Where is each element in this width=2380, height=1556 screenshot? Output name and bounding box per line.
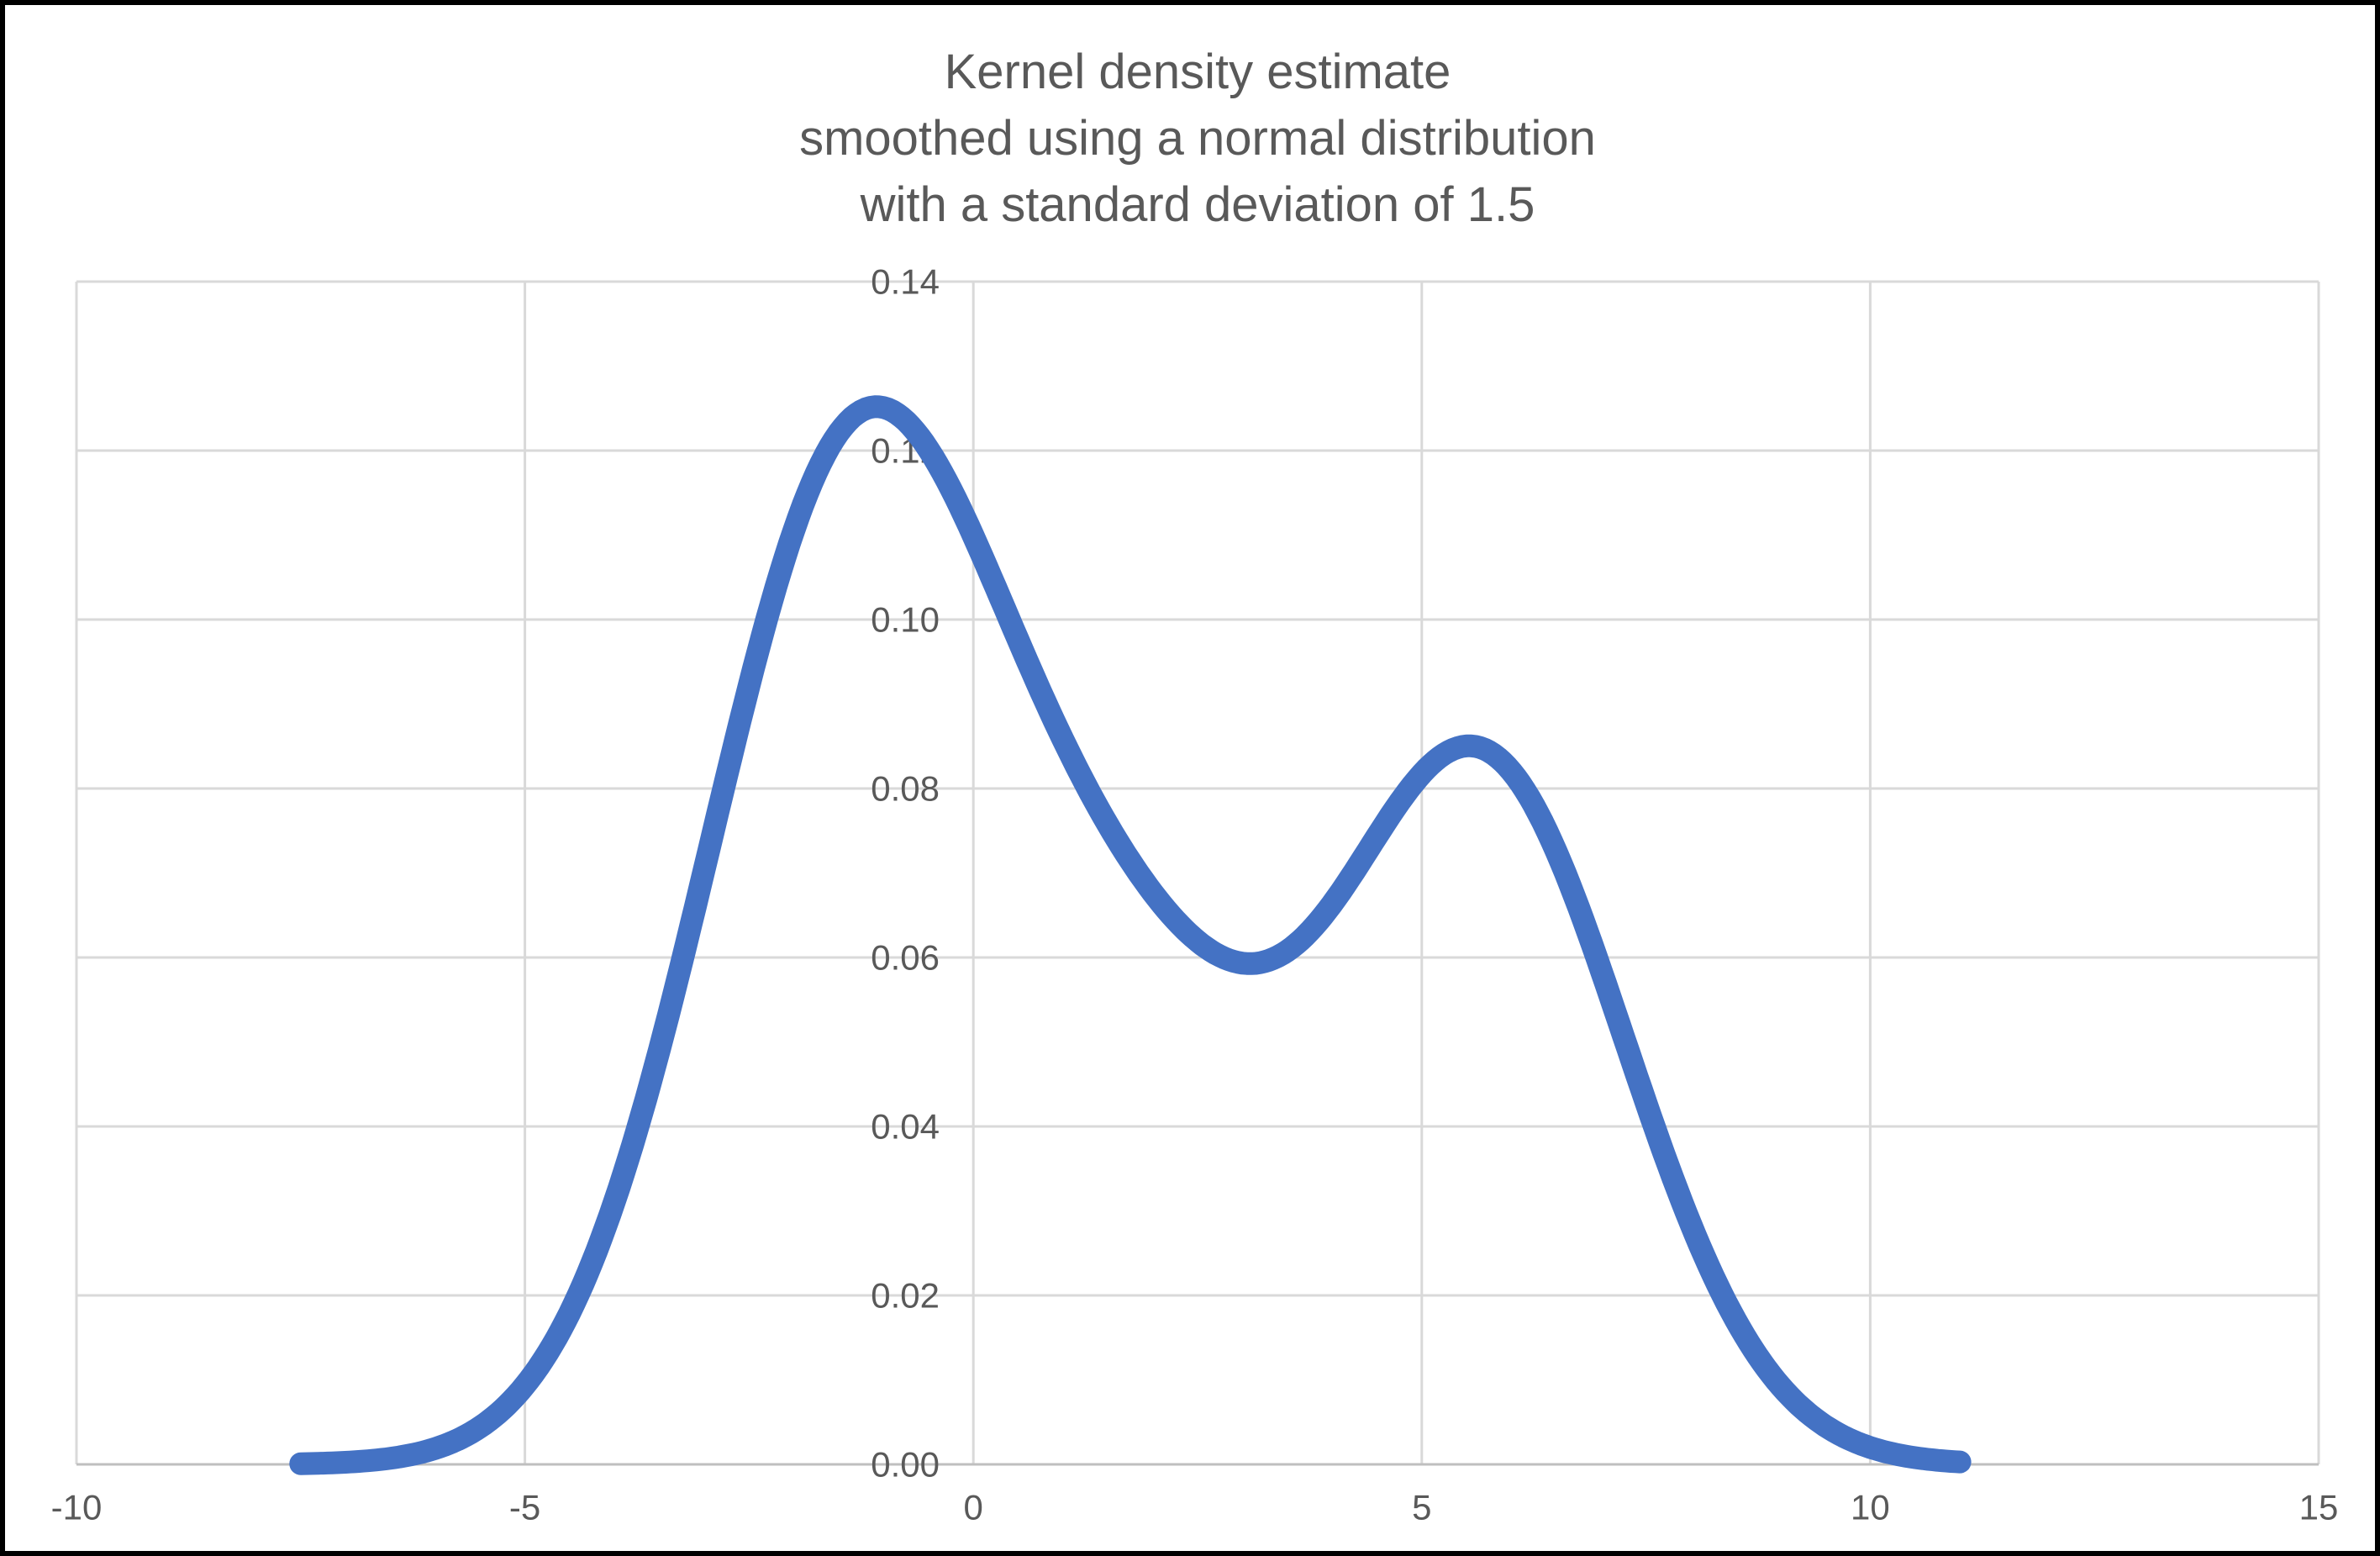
y-tick-label-0.08: 0.08 bbox=[871, 769, 940, 809]
y-tick-label-0.06: 0.06 bbox=[871, 938, 940, 978]
axis-labels: 0.000.020.040.060.080.100.120.14-10 -5 0 5 1… bbox=[51, 262, 2339, 1527]
gridlines bbox=[75, 280, 2320, 1466]
chart-title-line-2: smoothed using a normal distribution bbox=[799, 111, 1596, 166]
x-tick-label-10: 10 bbox=[1851, 1488, 1890, 1527]
y-tick-label-0.00: 0.00 bbox=[871, 1445, 940, 1485]
series-layer bbox=[289, 395, 1972, 1475]
kde-plot: 0.000.020.040.060.080.100.120.14-10 -5 0 5 1… bbox=[51, 262, 2339, 1527]
y-tick-label-0.14: 0.14 bbox=[871, 262, 940, 302]
x-tick-label-15: 15 bbox=[2299, 1488, 2339, 1527]
y-tick-label-0.02: 0.02 bbox=[871, 1276, 940, 1316]
y-tick-label-0.10: 0.10 bbox=[871, 600, 940, 640]
x-tick-label--10: -10 bbox=[51, 1488, 103, 1527]
kde-curve bbox=[289, 395, 1972, 1475]
chart-title: Kernel density estimate smoothed using a… bbox=[76, 39, 2319, 238]
x-tick-label-5: 5 bbox=[1412, 1488, 1431, 1527]
y-tick-label-0.04: 0.04 bbox=[871, 1107, 940, 1147]
chart-title-line-1: Kernel density estimate bbox=[944, 45, 1451, 99]
x-tick-label--5: -5 bbox=[509, 1488, 540, 1527]
x-tick-label-0: 0 bbox=[964, 1488, 983, 1527]
chart-title-line-3: with a standard deviation of 1.5 bbox=[860, 177, 1535, 232]
